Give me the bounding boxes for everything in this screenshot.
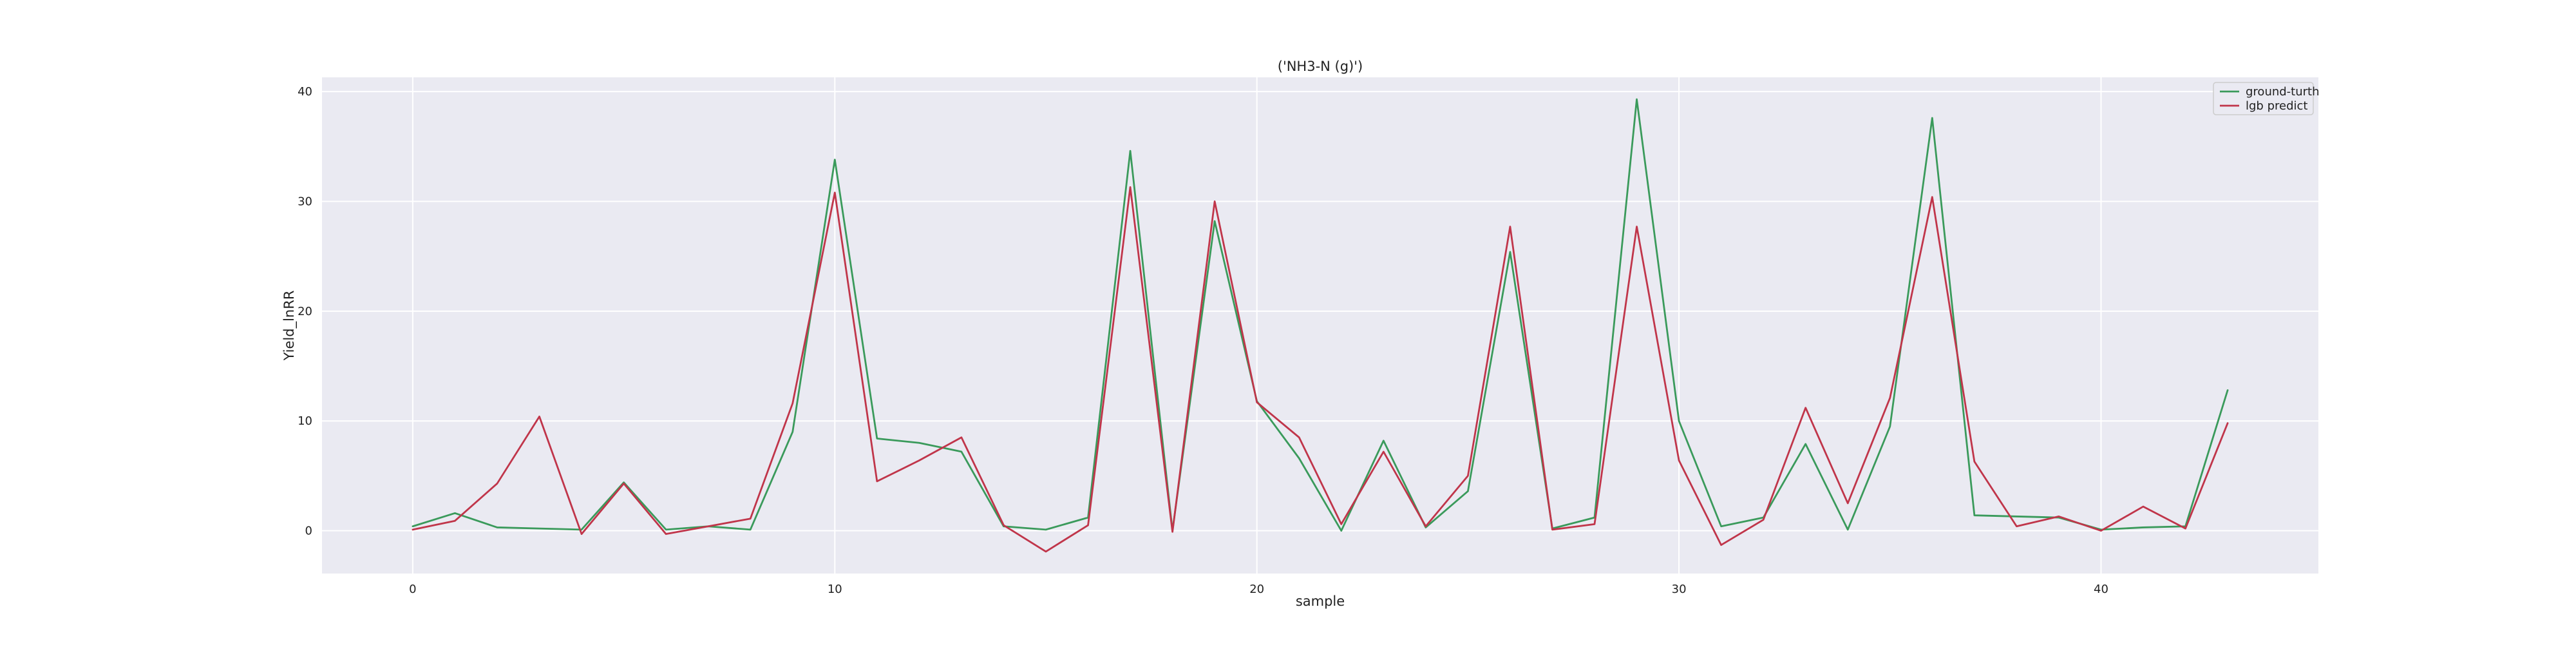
x-tick-label: 10 xyxy=(828,583,842,596)
x-tick-label: 0 xyxy=(409,583,416,596)
series-line-ground-turth xyxy=(412,98,2229,532)
y-tick-label: 0 xyxy=(305,525,312,538)
series-line-lgb-predict xyxy=(412,186,2229,553)
chart-title: ('NH3-N (g)') xyxy=(1278,59,1363,74)
tick-labels: 0 10 20 30 40 0 10 20 30 40 xyxy=(298,85,2108,596)
plot-area xyxy=(322,77,2318,574)
x-tick-label: 30 xyxy=(1672,583,1687,596)
y-tick-label: 30 xyxy=(298,195,312,209)
x-tick-label: 40 xyxy=(2094,583,2108,596)
x-axis-label: sample xyxy=(1296,594,1345,609)
legend-label-lgb-predict: lgb predict xyxy=(2246,99,2307,113)
legend-box xyxy=(2213,82,2314,115)
y-tick-label: 20 xyxy=(298,305,312,318)
legend: ground-turth lgb predict xyxy=(2213,82,2320,115)
y-tick-label: 10 xyxy=(298,414,312,428)
y-tick-label: 40 xyxy=(298,85,312,99)
y-axis-label: Yield_lnRR xyxy=(281,291,298,362)
series-lines xyxy=(412,98,2229,553)
gridlines xyxy=(322,77,2318,574)
x-tick-label: 20 xyxy=(1249,583,1264,596)
legend-label-ground-turth: ground-turth xyxy=(2246,85,2320,99)
